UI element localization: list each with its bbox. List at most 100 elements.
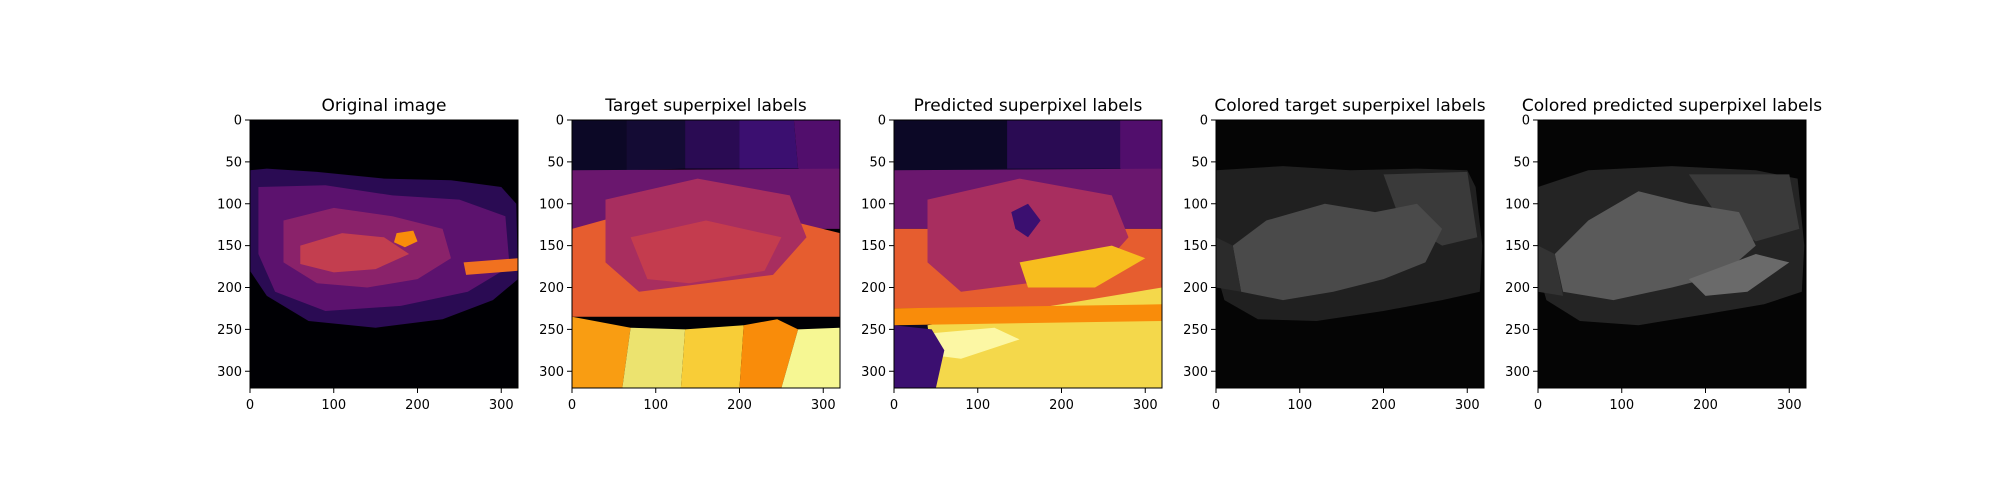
y-tick-label: 200 xyxy=(861,281,886,296)
x-tick-label: 100 xyxy=(965,398,990,413)
region-sp-right-top xyxy=(1688,174,1800,242)
y-tick-label: 250 xyxy=(539,323,564,338)
y-tick-label: 200 xyxy=(539,281,564,296)
region-sp-right-top xyxy=(1383,171,1478,246)
region-sp-top-c xyxy=(1120,120,1162,183)
y-tick-label: 250 xyxy=(217,323,242,338)
y-tick-label: 250 xyxy=(1505,323,1530,338)
image-regions xyxy=(1216,166,1483,321)
region-sp-top-3 xyxy=(685,120,740,169)
region-sp-top-a xyxy=(894,120,1008,172)
x-tick-label: 300 xyxy=(811,398,836,413)
y-tick-label: 200 xyxy=(217,281,242,296)
x-tick-label: 200 xyxy=(727,398,752,413)
axes-frame xyxy=(1215,119,1485,389)
region-sp-streak xyxy=(1688,254,1790,296)
x-tick-label: 300 xyxy=(1133,398,1158,413)
x-tick-label: 0 xyxy=(246,398,254,413)
region-sp-top-1 xyxy=(572,120,627,172)
y-tick-label: 300 xyxy=(1505,365,1530,380)
x-tick-label: 100 xyxy=(1287,398,1312,413)
y-tick-label: 300 xyxy=(539,365,564,380)
x-tick-label: 100 xyxy=(643,398,668,413)
y-tick-label: 200 xyxy=(1183,281,1208,296)
x-tick-label: 300 xyxy=(489,398,514,413)
y-tick-label: 150 xyxy=(1183,239,1208,254)
y-tick-label: 200 xyxy=(1505,281,1530,296)
y-tick-label: 0 xyxy=(556,114,564,129)
x-tick-label: 300 xyxy=(1777,398,1802,413)
y-tick-label: 250 xyxy=(861,323,886,338)
x-tick-label: 200 xyxy=(1049,398,1074,413)
panel-title: Colored predicted superpixel labels xyxy=(1522,96,1822,116)
x-tick-label: 0 xyxy=(1212,398,1220,413)
y-tick-label: 0 xyxy=(1200,114,1208,129)
panel-title: Target superpixel labels xyxy=(604,96,807,116)
region-vessel xyxy=(463,258,518,275)
y-tick-label: 100 xyxy=(217,197,242,212)
region-sp-bottom-left xyxy=(894,325,945,388)
x-tick-label: 200 xyxy=(405,398,430,413)
y-tick-label: 300 xyxy=(861,365,886,380)
region-sp-top-2 xyxy=(626,120,686,171)
x-tick-label: 200 xyxy=(1371,398,1396,413)
region-sp-bright-band xyxy=(927,327,1020,359)
panel-2: Target superpixel labels 0 100 200 300 0 50 100… xyxy=(539,96,841,413)
region-sp-top-b xyxy=(1007,120,1121,169)
region-sp-left xyxy=(1216,237,1242,292)
region-sp-bottom-1 xyxy=(572,316,631,388)
y-tick-label: 150 xyxy=(861,239,886,254)
y-tick-label: 50 xyxy=(1191,155,1208,170)
y-tick-label: 150 xyxy=(1505,239,1530,254)
region-sp-streak xyxy=(1019,245,1146,288)
region-sp-bottom-4 xyxy=(739,319,799,388)
panel-title: Predicted superpixel labels xyxy=(914,96,1143,116)
axes-frame xyxy=(249,119,519,389)
y-tick-label: 150 xyxy=(217,239,242,254)
axes-frame xyxy=(893,119,1163,389)
x-tick-label: 0 xyxy=(1534,398,1542,413)
region-sp-bottom-2 xyxy=(622,327,686,388)
image-regions xyxy=(572,120,840,388)
x-tick-label: 100 xyxy=(1609,398,1634,413)
y-tick-label: 100 xyxy=(1183,197,1208,212)
region-hotspot xyxy=(394,230,418,248)
x-tick-label: 200 xyxy=(1693,398,1718,413)
y-tick-label: 50 xyxy=(869,155,886,170)
panel-1: Original image 0 100 200 300 0 50 100 150 200 250 3… xyxy=(217,96,519,413)
y-tick-label: 50 xyxy=(547,155,564,170)
panel-title: Original image xyxy=(322,96,447,116)
y-tick-label: 0 xyxy=(234,114,242,129)
region-sp-left xyxy=(1538,245,1564,296)
image-regions xyxy=(250,168,518,328)
y-tick-label: 50 xyxy=(225,155,242,170)
axes-frame xyxy=(571,119,841,389)
region-sp-bottom-5 xyxy=(781,327,840,388)
panel-title: Colored target superpixel labels xyxy=(1214,96,1485,116)
y-tick-label: 150 xyxy=(539,239,564,254)
axes-frame xyxy=(1537,119,1807,389)
y-tick-label: 100 xyxy=(539,197,564,212)
region-sp-top-5 xyxy=(793,120,840,183)
panel-3: Predicted superpixel labels 0 100 200 300 0 50… xyxy=(861,96,1163,413)
image-regions xyxy=(1538,166,1805,326)
image-regions xyxy=(894,120,1162,388)
x-tick-label: 300 xyxy=(1455,398,1480,413)
region-sp-bottom-3 xyxy=(680,325,744,388)
x-tick-label: 0 xyxy=(890,398,898,413)
x-tick-label: 100 xyxy=(321,398,346,413)
region-sp-dark-patch xyxy=(1011,203,1041,238)
y-tick-label: 300 xyxy=(217,365,242,380)
region-sp-top-4 xyxy=(739,120,799,169)
y-tick-label: 250 xyxy=(1183,323,1208,338)
x-tick-label: 0 xyxy=(568,398,576,413)
region-sp-centre-inner xyxy=(630,220,782,284)
y-tick-label: 100 xyxy=(861,197,886,212)
y-tick-label: 0 xyxy=(1522,114,1530,129)
region-sp-main xyxy=(1232,203,1443,301)
y-tick-label: 300 xyxy=(1183,365,1208,380)
panel-4: Colored target superpixel labels 0 100 200 3… xyxy=(1183,96,1486,413)
region-bright-structure xyxy=(300,233,410,273)
